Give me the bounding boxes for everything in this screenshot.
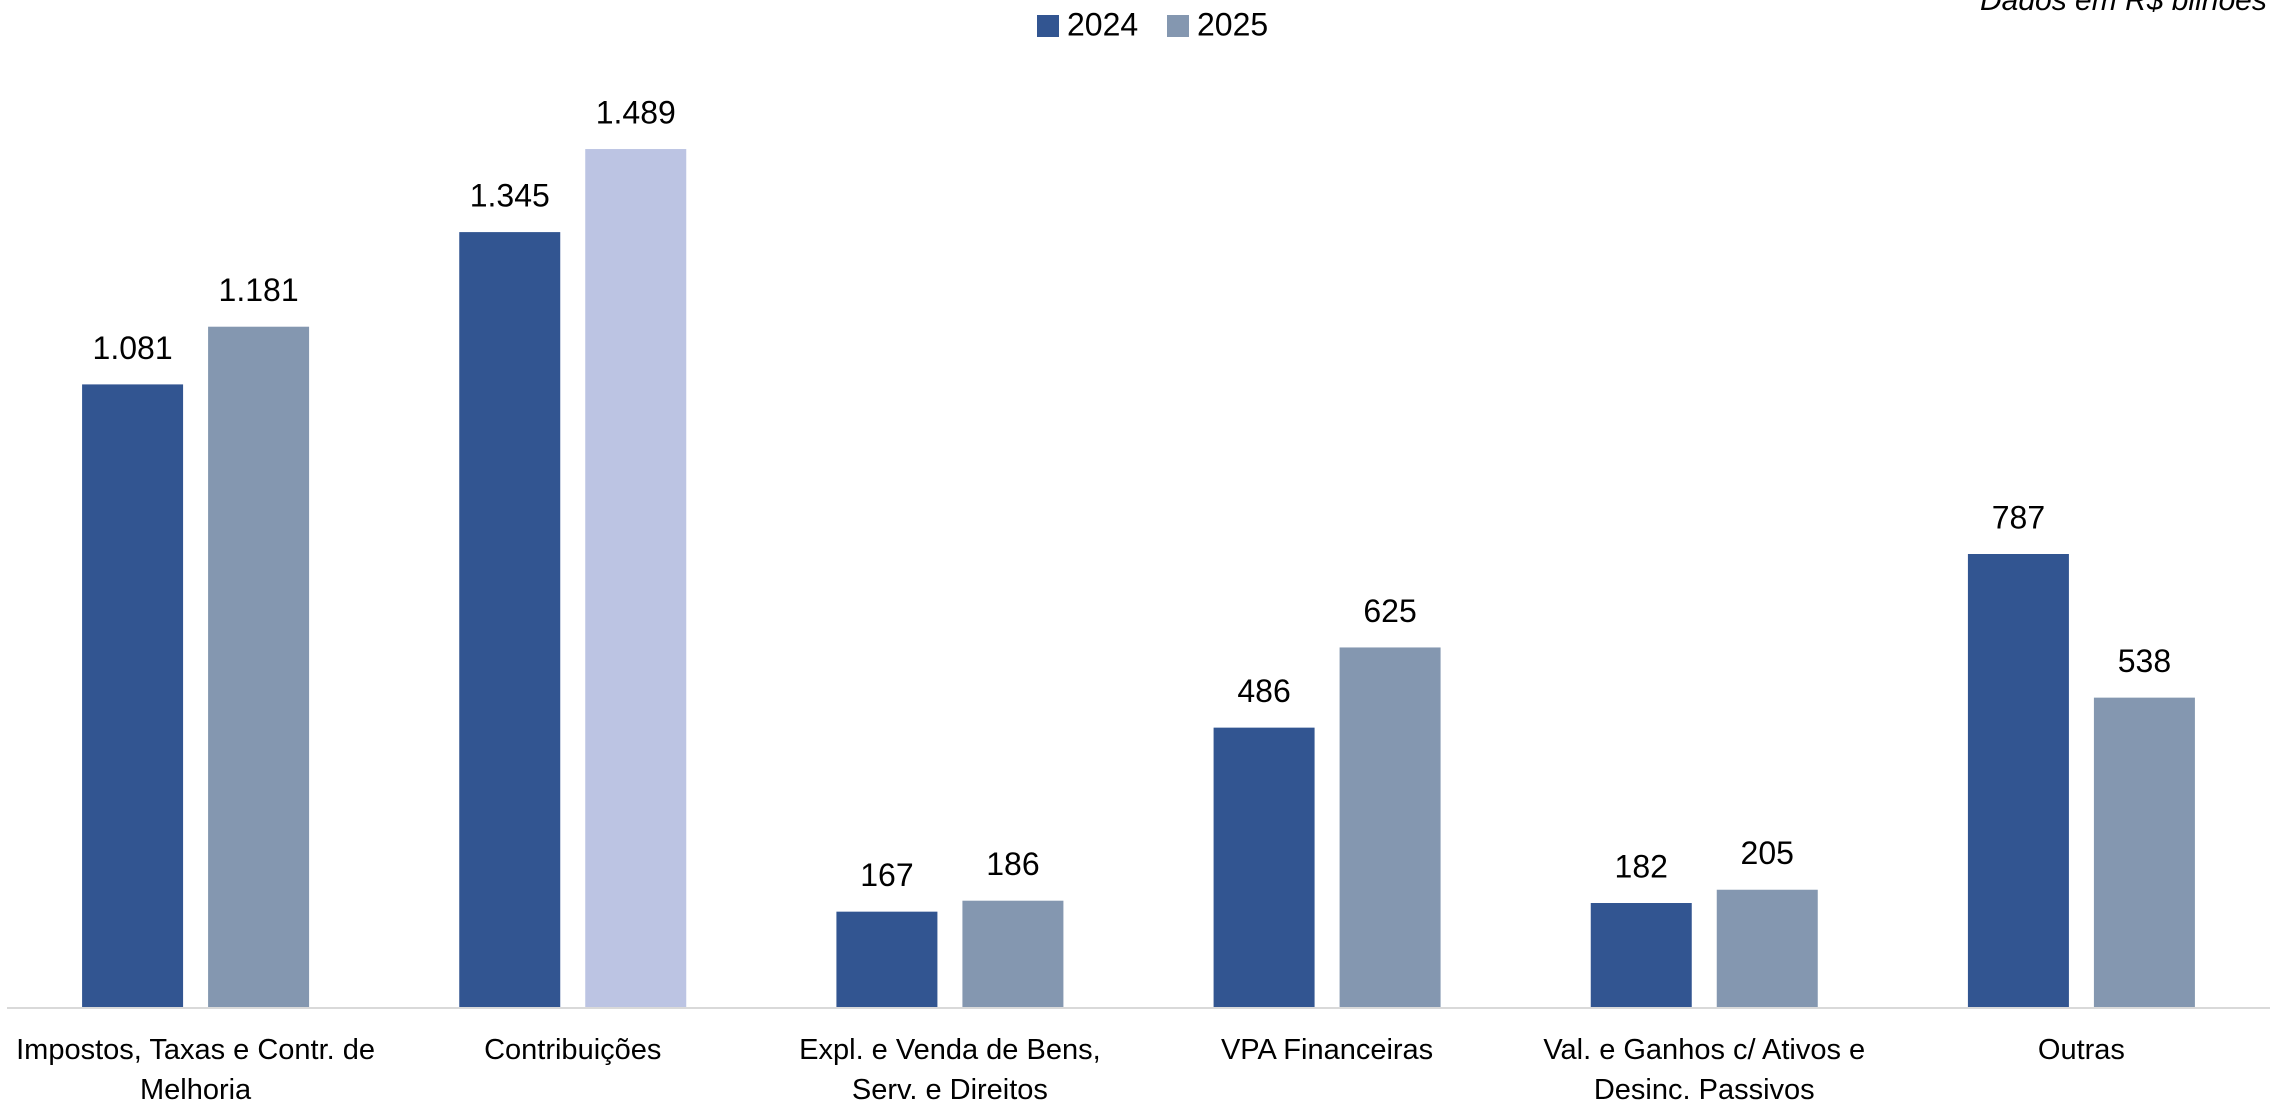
x-tick-label: Impostos, Taxas e Contr. de Melhoria	[16, 1034, 376, 1106]
value-label: 1.081	[93, 330, 173, 366]
bar	[836, 911, 938, 1008]
x-tick-label: Val. e Ganhos c/ Ativos e Desinc. Passiv…	[1543, 1034, 1866, 1106]
bar	[1339, 647, 1441, 1008]
legend-label: 2024	[1067, 6, 1138, 42]
value-label: 182	[1615, 848, 1668, 884]
value-label: 1.181	[219, 272, 299, 308]
bar	[1590, 903, 1692, 1008]
bar	[2093, 697, 2195, 1008]
x-tick-label: VPA Financeiras	[1220, 1034, 1434, 1066]
legend-label: 2025	[1197, 6, 1268, 42]
value-label: 538	[2118, 643, 2171, 679]
bar	[1716, 889, 1818, 1008]
value-label: 205	[1741, 835, 1794, 871]
bar	[1967, 553, 2069, 1008]
value-label: 1.489	[596, 94, 676, 130]
bar	[585, 149, 687, 1008]
value-label: 486	[1237, 673, 1290, 709]
note: Dados em R$ bilhões	[1980, 0, 2267, 17]
value-label: 167	[860, 857, 913, 893]
value-label: 1.345	[470, 178, 550, 214]
x-tick-label: Expl. e Venda de Bens, Serv. e Direitos	[799, 1034, 1101, 1106]
bar	[962, 900, 1064, 1008]
bar	[82, 384, 184, 1008]
x-tick-label: Outras	[2037, 1034, 2125, 1066]
x-tick-label: Contribuições	[484, 1034, 662, 1066]
bar	[459, 232, 561, 1008]
bar	[1213, 727, 1315, 1008]
legend-swatch	[1037, 15, 1059, 37]
value-label: 787	[1992, 499, 2045, 535]
bar	[208, 326, 310, 1008]
value-label: 625	[1363, 593, 1416, 629]
legend-swatch	[1167, 15, 1189, 37]
value-label: 186	[986, 846, 1039, 882]
